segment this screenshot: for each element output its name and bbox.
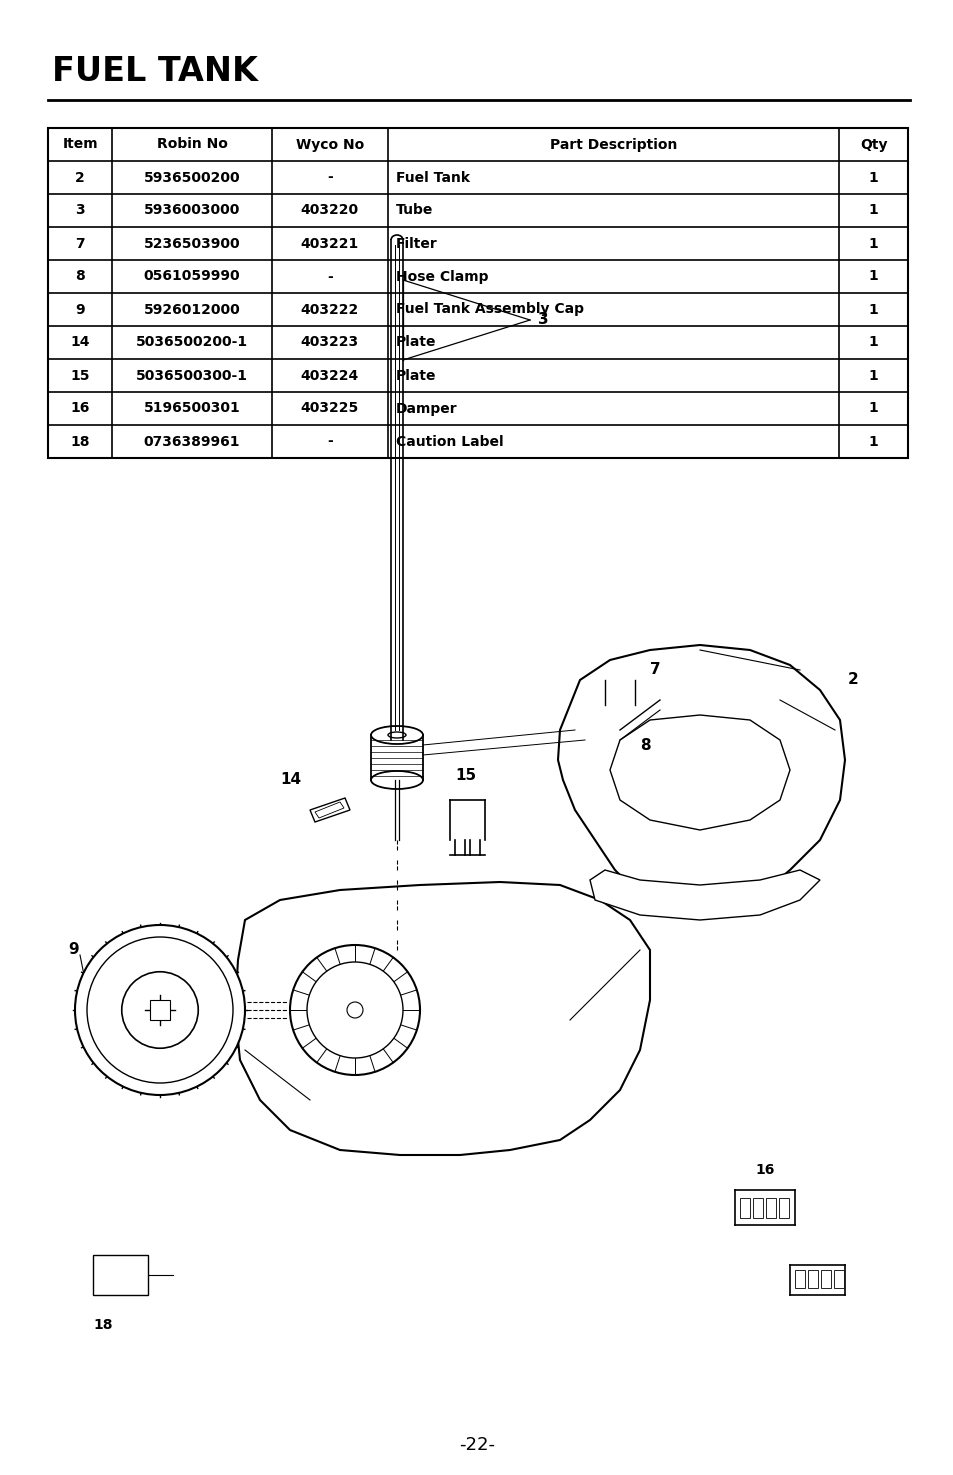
Bar xyxy=(150,1000,170,1021)
Text: 403224: 403224 xyxy=(300,369,358,382)
Text: Caution Label: Caution Label xyxy=(395,435,503,448)
Text: -: - xyxy=(327,270,333,283)
Text: 16: 16 xyxy=(71,401,90,416)
Bar xyxy=(821,1270,830,1288)
Text: 5196500301: 5196500301 xyxy=(144,401,240,416)
Circle shape xyxy=(87,937,233,1083)
Text: 8: 8 xyxy=(75,270,85,283)
Text: 5936003000: 5936003000 xyxy=(144,204,240,217)
Text: 7: 7 xyxy=(75,236,85,251)
Ellipse shape xyxy=(371,726,422,743)
Text: 1: 1 xyxy=(868,236,878,251)
Ellipse shape xyxy=(575,730,584,740)
Bar xyxy=(794,1270,804,1288)
Text: Item: Item xyxy=(62,137,98,152)
Text: 1: 1 xyxy=(868,369,878,382)
Text: -22-: -22- xyxy=(458,1437,495,1454)
Text: 403220: 403220 xyxy=(300,204,358,217)
Text: 403221: 403221 xyxy=(300,236,358,251)
Circle shape xyxy=(307,962,402,1058)
Text: Damper: Damper xyxy=(395,401,456,416)
Text: 1: 1 xyxy=(868,171,878,184)
Text: 8: 8 xyxy=(639,738,650,752)
Bar xyxy=(752,1198,762,1218)
Bar xyxy=(779,1198,788,1218)
Bar xyxy=(833,1270,843,1288)
Bar xyxy=(765,1198,775,1218)
Text: 5036500200-1: 5036500200-1 xyxy=(136,335,248,350)
Text: Plate: Plate xyxy=(395,369,436,382)
Text: 1: 1 xyxy=(868,302,878,317)
Bar xyxy=(48,128,907,459)
Text: 403225: 403225 xyxy=(300,401,358,416)
Polygon shape xyxy=(558,645,844,914)
Text: Qty: Qty xyxy=(859,137,886,152)
Polygon shape xyxy=(234,882,649,1155)
Text: 1: 1 xyxy=(868,401,878,416)
Text: 2: 2 xyxy=(75,171,85,184)
Text: 1: 1 xyxy=(868,335,878,350)
Text: 15: 15 xyxy=(455,767,476,783)
Text: 14: 14 xyxy=(71,335,90,350)
Text: 5036500300-1: 5036500300-1 xyxy=(136,369,248,382)
Text: Robin No: Robin No xyxy=(156,137,227,152)
Text: 5926012000: 5926012000 xyxy=(144,302,240,317)
Text: 3: 3 xyxy=(537,313,548,327)
Text: 14: 14 xyxy=(280,773,301,788)
Bar xyxy=(807,1270,817,1288)
Text: Filter: Filter xyxy=(395,236,437,251)
Text: 1: 1 xyxy=(868,204,878,217)
Polygon shape xyxy=(310,798,350,822)
Bar xyxy=(92,1255,148,1295)
Ellipse shape xyxy=(571,726,588,743)
Text: 15: 15 xyxy=(71,369,90,382)
Text: 18: 18 xyxy=(71,435,90,448)
Text: Fuel Tank Assembly Cap: Fuel Tank Assembly Cap xyxy=(395,302,583,317)
Text: 0561059990: 0561059990 xyxy=(144,270,240,283)
Text: 9: 9 xyxy=(68,943,78,957)
Circle shape xyxy=(75,925,245,1094)
Text: 3: 3 xyxy=(75,204,85,217)
Ellipse shape xyxy=(604,699,635,711)
Text: 5936500200: 5936500200 xyxy=(144,171,240,184)
Text: 5236503900: 5236503900 xyxy=(144,236,240,251)
Polygon shape xyxy=(314,802,344,819)
Circle shape xyxy=(290,945,419,1075)
Text: -: - xyxy=(327,435,333,448)
Polygon shape xyxy=(589,870,820,920)
Circle shape xyxy=(122,972,198,1049)
Text: 403222: 403222 xyxy=(300,302,358,317)
Circle shape xyxy=(347,1002,363,1018)
Ellipse shape xyxy=(371,771,422,789)
Ellipse shape xyxy=(388,732,406,738)
Text: 2: 2 xyxy=(847,673,858,687)
Text: Tube: Tube xyxy=(395,204,433,217)
Text: -: - xyxy=(327,171,333,184)
Text: 7: 7 xyxy=(649,662,659,677)
Text: 1: 1 xyxy=(868,435,878,448)
Text: 16: 16 xyxy=(754,1162,774,1177)
Text: Fuel Tank: Fuel Tank xyxy=(395,171,469,184)
Text: FUEL TANK: FUEL TANK xyxy=(52,55,257,88)
Text: Wyco No: Wyco No xyxy=(295,137,363,152)
Text: Part Description: Part Description xyxy=(549,137,677,152)
Text: 0736389961: 0736389961 xyxy=(144,435,240,448)
Text: 1: 1 xyxy=(868,270,878,283)
Polygon shape xyxy=(609,715,789,830)
Text: 403223: 403223 xyxy=(300,335,358,350)
Ellipse shape xyxy=(604,674,635,686)
Bar xyxy=(740,1198,749,1218)
Text: Hose Clamp: Hose Clamp xyxy=(395,270,488,283)
Text: 18: 18 xyxy=(92,1319,112,1332)
Text: Plate: Plate xyxy=(395,335,436,350)
Text: 9: 9 xyxy=(75,302,85,317)
